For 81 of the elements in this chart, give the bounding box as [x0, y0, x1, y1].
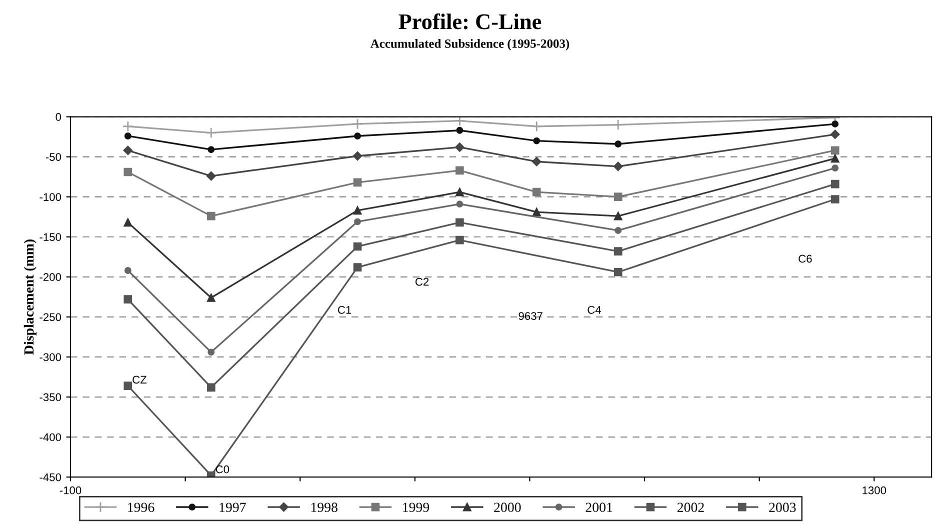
- point: [614, 140, 622, 148]
- point: [352, 118, 364, 130]
- point: [353, 263, 362, 272]
- x-tick-label: 1300: [862, 486, 886, 494]
- point: [124, 295, 132, 304]
- point: [454, 116, 466, 126]
- point: [124, 132, 132, 140]
- point: [614, 247, 622, 256]
- legend-label: 2002: [677, 502, 704, 512]
- point: [612, 119, 624, 130]
- legend-label: 2001: [586, 502, 612, 512]
- point: [206, 127, 217, 138]
- y-tick-label: -150: [40, 233, 62, 242]
- point: [614, 212, 622, 220]
- annotation: C1: [338, 306, 352, 314]
- legend-label: 1997: [220, 502, 246, 512]
- annotation: C0: [216, 465, 230, 474]
- y-tick-label: 0: [56, 113, 62, 121]
- point: [830, 180, 840, 188]
- y-tick-label: -300: [40, 353, 62, 362]
- y-tick-label: -350: [40, 393, 62, 402]
- point: [208, 146, 215, 154]
- point: [832, 164, 839, 172]
- y-tick-label: -50: [46, 153, 62, 161]
- legend-label: 1996: [128, 502, 154, 512]
- point: [353, 178, 362, 187]
- point: [830, 130, 840, 140]
- point: [124, 382, 132, 390]
- point: [354, 132, 361, 140]
- point: [455, 142, 464, 152]
- y-axis-title: Displacement (mm): [24, 239, 36, 355]
- point: [123, 146, 133, 156]
- y-tick-label: -250: [40, 313, 62, 322]
- point: [122, 120, 134, 132]
- legend-label: 1998: [311, 502, 338, 512]
- point: [353, 242, 362, 251]
- point: [353, 206, 362, 215]
- point: [354, 218, 361, 226]
- point: [456, 166, 464, 175]
- point: [206, 171, 216, 181]
- legend-label: 2000: [494, 502, 521, 512]
- point: [456, 218, 464, 227]
- point: [830, 146, 840, 155]
- point: [832, 120, 839, 128]
- point: [531, 120, 542, 132]
- annotation: C6: [798, 254, 812, 263]
- point: [532, 156, 542, 166]
- point: [532, 208, 541, 216]
- point: [206, 294, 216, 302]
- point: [124, 218, 132, 227]
- point: [456, 188, 464, 196]
- point: [533, 137, 540, 144]
- point: [614, 268, 622, 276]
- point: [532, 188, 541, 196]
- annotation: CZ: [132, 376, 147, 384]
- point: [613, 162, 623, 172]
- point: [830, 154, 840, 163]
- point: [206, 471, 216, 478]
- point: [206, 383, 216, 392]
- y-tick-label: -450: [40, 473, 62, 482]
- point: [614, 226, 622, 234]
- annotation: C2: [415, 278, 429, 286]
- chart-subtitle: Accumulated Subsidence (1995-2003): [370, 39, 570, 50]
- legend-label: 1999: [403, 502, 430, 512]
- chart-title: Profile: C-Line: [398, 13, 542, 30]
- point: [456, 200, 464, 208]
- annotation: 9637: [518, 312, 542, 320]
- point: [208, 348, 215, 356]
- legend-label: 2003: [769, 502, 796, 512]
- y-tick-label: -100: [40, 193, 62, 201]
- annotation: C4: [588, 306, 601, 314]
- point: [124, 267, 132, 274]
- point: [830, 195, 840, 204]
- point: [456, 236, 464, 244]
- y-tick-label: -400: [40, 433, 62, 442]
- point: [352, 151, 362, 161]
- y-tick-label: -200: [40, 273, 62, 282]
- point: [206, 212, 216, 220]
- point: [124, 168, 132, 176]
- point: [614, 192, 622, 202]
- point: [456, 126, 464, 134]
